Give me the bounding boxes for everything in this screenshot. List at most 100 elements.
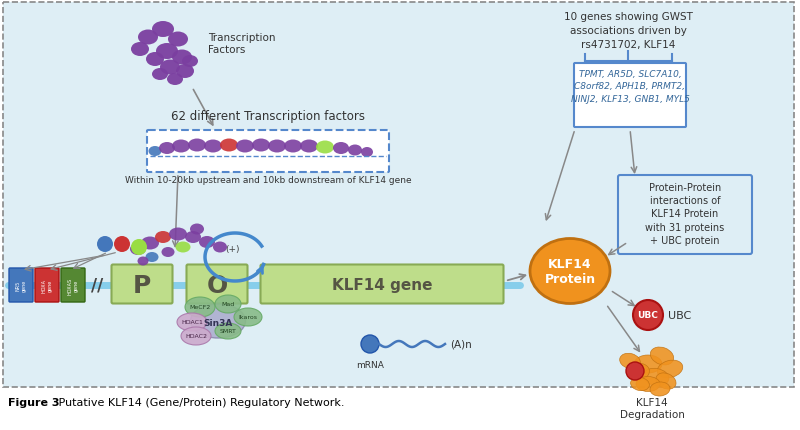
Ellipse shape <box>650 382 670 396</box>
Text: O: O <box>206 273 228 297</box>
Circle shape <box>97 237 113 252</box>
Ellipse shape <box>300 140 318 153</box>
Ellipse shape <box>204 140 222 153</box>
Ellipse shape <box>215 295 241 313</box>
Ellipse shape <box>172 50 192 65</box>
Ellipse shape <box>656 373 676 389</box>
Text: HOXA
gene: HOXA gene <box>42 278 53 292</box>
Ellipse shape <box>152 22 174 38</box>
Text: KLF14 gene: KLF14 gene <box>332 278 432 293</box>
Ellipse shape <box>159 143 175 155</box>
Text: HDAC2: HDAC2 <box>185 334 207 339</box>
Ellipse shape <box>268 140 286 153</box>
FancyBboxPatch shape <box>111 265 173 304</box>
Text: Sin3A: Sin3A <box>203 319 233 328</box>
Ellipse shape <box>131 43 149 57</box>
Ellipse shape <box>185 231 201 243</box>
Text: NR5
gene: NR5 gene <box>16 279 26 292</box>
Circle shape <box>131 240 147 255</box>
FancyBboxPatch shape <box>61 268 85 302</box>
Ellipse shape <box>630 378 650 391</box>
Ellipse shape <box>333 143 349 155</box>
Text: Ikaros: Ikaros <box>238 315 258 320</box>
Text: P: P <box>133 273 151 297</box>
Ellipse shape <box>146 53 164 67</box>
Text: MeCF2: MeCF2 <box>190 305 210 310</box>
Ellipse shape <box>236 140 254 153</box>
Ellipse shape <box>188 139 206 152</box>
Text: 62 different Transcription factors: 62 different Transcription factors <box>171 110 365 123</box>
Ellipse shape <box>152 69 168 81</box>
Text: 10 genes showing GWST
associations driven by
rs4731702, KLF14: 10 genes showing GWST associations drive… <box>563 12 693 50</box>
Ellipse shape <box>182 56 198 68</box>
Text: Figure 3: Figure 3 <box>8 397 59 407</box>
Text: Protein-Protein
interactions of
KLF14 Protein
with 31 proteins
+ UBC protein: Protein-Protein interactions of KLF14 Pr… <box>646 183 725 245</box>
Ellipse shape <box>138 257 149 266</box>
Ellipse shape <box>146 252 158 262</box>
Circle shape <box>626 362 644 380</box>
Ellipse shape <box>176 65 194 79</box>
Ellipse shape <box>181 327 211 345</box>
Ellipse shape <box>213 242 227 253</box>
Text: KLF14
Degradation: KLF14 Degradation <box>619 397 685 419</box>
Ellipse shape <box>650 347 674 365</box>
Ellipse shape <box>643 369 669 386</box>
Ellipse shape <box>316 141 334 154</box>
Text: Within 10-20kb upstream and 10kb downstream of KLF14 gene: Within 10-20kb upstream and 10kb downstr… <box>125 175 411 184</box>
Ellipse shape <box>361 147 373 158</box>
Ellipse shape <box>175 242 190 253</box>
FancyBboxPatch shape <box>186 265 247 304</box>
FancyBboxPatch shape <box>35 268 59 302</box>
Text: HDAC1: HDAC1 <box>181 320 203 325</box>
Circle shape <box>361 335 379 353</box>
Ellipse shape <box>348 145 362 156</box>
Ellipse shape <box>169 228 187 241</box>
Ellipse shape <box>199 237 215 249</box>
FancyBboxPatch shape <box>147 131 389 172</box>
FancyBboxPatch shape <box>574 64 686 128</box>
Text: TPMT, AR5D, SLC7A10,
C8orf82, APH1B, PRMT2,
NINJ2, KLF13, GNB1, MYL5: TPMT, AR5D, SLC7A10, C8orf82, APH1B, PRM… <box>570 70 690 104</box>
Ellipse shape <box>220 139 238 152</box>
Ellipse shape <box>215 323 241 339</box>
Text: (A)n: (A)n <box>450 339 472 349</box>
Text: UBC: UBC <box>638 311 658 320</box>
FancyBboxPatch shape <box>3 3 794 387</box>
Ellipse shape <box>190 304 246 338</box>
Ellipse shape <box>167 74 183 86</box>
FancyBboxPatch shape <box>261 265 503 304</box>
Ellipse shape <box>149 147 162 157</box>
Text: SMRT: SMRT <box>219 329 237 334</box>
Text: Putative KLF14 (Gene/Protein) Regulatory Network.: Putative KLF14 (Gene/Protein) Regulatory… <box>55 397 345 407</box>
Text: KLF14
Protein: KLF14 Protein <box>545 258 595 286</box>
Ellipse shape <box>130 243 146 255</box>
Text: HOXAS
gene: HOXAS gene <box>67 277 78 294</box>
Text: Mad: Mad <box>222 302 234 307</box>
Circle shape <box>114 237 130 252</box>
Text: mRNA: mRNA <box>356 360 384 369</box>
Ellipse shape <box>530 239 610 304</box>
Ellipse shape <box>634 355 662 373</box>
Ellipse shape <box>190 224 204 235</box>
Ellipse shape <box>636 377 660 392</box>
Text: //: // <box>91 276 103 294</box>
Text: Transcription
Factors: Transcription Factors <box>208 33 275 55</box>
Ellipse shape <box>185 297 215 317</box>
Ellipse shape <box>156 44 178 60</box>
Circle shape <box>633 300 663 330</box>
Ellipse shape <box>172 140 190 153</box>
Ellipse shape <box>162 247 174 258</box>
Ellipse shape <box>284 140 302 153</box>
Ellipse shape <box>138 31 158 46</box>
Ellipse shape <box>160 60 180 75</box>
Ellipse shape <box>155 231 171 243</box>
Ellipse shape <box>234 308 262 326</box>
Ellipse shape <box>177 313 207 331</box>
Ellipse shape <box>658 360 682 378</box>
Ellipse shape <box>626 363 650 381</box>
FancyBboxPatch shape <box>9 268 33 302</box>
Ellipse shape <box>252 139 270 152</box>
Ellipse shape <box>620 353 640 369</box>
Ellipse shape <box>141 237 159 250</box>
Text: (+): (+) <box>225 245 239 254</box>
FancyBboxPatch shape <box>618 175 752 255</box>
